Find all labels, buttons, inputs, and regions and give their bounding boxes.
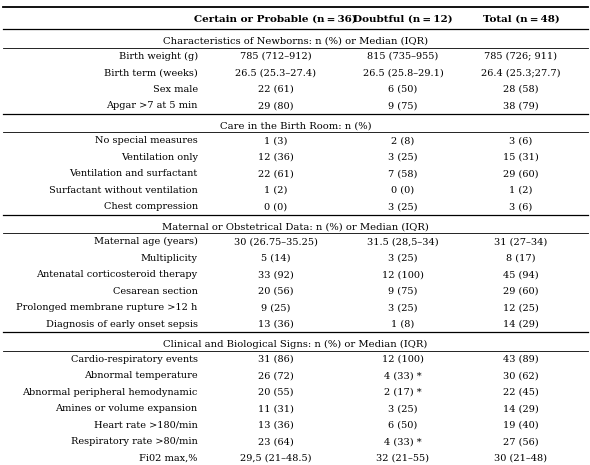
- Text: 30 (21–48): 30 (21–48): [494, 454, 548, 463]
- Text: 6 (50): 6 (50): [388, 421, 418, 430]
- Text: 31.5 (28,5–34): 31.5 (28,5–34): [367, 237, 439, 246]
- Text: Certain or Probable (n = 36): Certain or Probable (n = 36): [194, 14, 357, 23]
- Text: 13 (36): 13 (36): [258, 320, 293, 329]
- Text: 3 (6): 3 (6): [509, 136, 533, 146]
- Text: 23 (64): 23 (64): [258, 437, 293, 446]
- Text: 4 (33) *: 4 (33) *: [384, 371, 422, 380]
- Text: Maternal or Obstetrical Data: n (%) or Median (IQR): Maternal or Obstetrical Data: n (%) or M…: [162, 222, 429, 232]
- Text: Surfactant without ventilation: Surfactant without ventilation: [49, 186, 198, 195]
- Text: 11 (31): 11 (31): [258, 404, 293, 413]
- Text: 30 (62): 30 (62): [503, 371, 539, 380]
- Text: Total (n = 48): Total (n = 48): [483, 14, 559, 23]
- Text: 31 (86): 31 (86): [258, 355, 293, 364]
- Text: 3 (6): 3 (6): [509, 202, 533, 212]
- Text: Prolonged membrane rupture >12 h: Prolonged membrane rupture >12 h: [17, 303, 198, 312]
- Text: Ventilation only: Ventilation only: [120, 153, 198, 162]
- Text: Antenatal corticosteroid therapy: Antenatal corticosteroid therapy: [37, 270, 198, 279]
- Text: 32 (21–55): 32 (21–55): [376, 454, 430, 463]
- Text: 26.4 (25.3;27.7): 26.4 (25.3;27.7): [481, 68, 560, 78]
- Text: 19 (40): 19 (40): [503, 421, 539, 430]
- Text: 13 (36): 13 (36): [258, 421, 293, 430]
- Text: 14 (29): 14 (29): [503, 404, 539, 413]
- Text: 9 (25): 9 (25): [261, 303, 290, 312]
- Text: Abnormal temperature: Abnormal temperature: [84, 371, 198, 380]
- Text: 4 (33) *: 4 (33) *: [384, 437, 422, 446]
- Text: Ventilation and surfactant: Ventilation and surfactant: [70, 169, 198, 179]
- Text: 20 (56): 20 (56): [258, 287, 293, 296]
- Text: 26.5 (25.8–29.1): 26.5 (25.8–29.1): [363, 68, 443, 78]
- Text: Clinical and Biological Signs: n (%) or Median (IQR): Clinical and Biological Signs: n (%) or …: [163, 340, 428, 349]
- Text: 785 (726; 911): 785 (726; 911): [484, 52, 558, 61]
- Text: Heart rate >180/min: Heart rate >180/min: [94, 421, 198, 430]
- Text: 1 (2): 1 (2): [264, 186, 287, 195]
- Text: 2 (17) *: 2 (17) *: [384, 388, 422, 397]
- Text: 29 (80): 29 (80): [258, 101, 293, 111]
- Text: Cardio-respiratory events: Cardio-respiratory events: [71, 355, 198, 364]
- Text: Multiplicity: Multiplicity: [140, 254, 198, 263]
- Text: Sex male: Sex male: [153, 85, 198, 94]
- Text: Maternal age (years): Maternal age (years): [94, 237, 198, 246]
- Text: 43 (89): 43 (89): [503, 355, 539, 364]
- Text: Chest compression: Chest compression: [103, 202, 198, 212]
- Text: 26 (72): 26 (72): [258, 371, 293, 380]
- Text: 785 (712–912): 785 (712–912): [240, 52, 312, 61]
- Text: 0 (0): 0 (0): [391, 186, 415, 195]
- Text: Cesarean section: Cesarean section: [113, 287, 198, 296]
- Text: 2 (8): 2 (8): [391, 136, 415, 146]
- Text: 12 (100): 12 (100): [382, 270, 424, 279]
- Text: Abnormal peripheral hemodynamic: Abnormal peripheral hemodynamic: [22, 388, 198, 397]
- Text: Respiratory rate >80/min: Respiratory rate >80/min: [71, 437, 198, 446]
- Text: 27 (56): 27 (56): [503, 437, 539, 446]
- Text: 3 (25): 3 (25): [388, 254, 418, 263]
- Text: 3 (25): 3 (25): [388, 202, 418, 212]
- Text: 1 (2): 1 (2): [509, 186, 533, 195]
- Text: 12 (36): 12 (36): [258, 153, 293, 162]
- Text: 20 (55): 20 (55): [258, 388, 293, 397]
- Text: 3 (25): 3 (25): [388, 303, 418, 312]
- Text: 815 (735–955): 815 (735–955): [368, 52, 438, 61]
- Text: 31 (27–34): 31 (27–34): [494, 237, 548, 246]
- Text: 0 (0): 0 (0): [264, 202, 287, 212]
- Text: 9 (75): 9 (75): [388, 101, 418, 111]
- Text: 1 (3): 1 (3): [264, 136, 287, 146]
- Text: Apgar >7 at 5 min: Apgar >7 at 5 min: [106, 101, 198, 111]
- Text: 8 (17): 8 (17): [506, 254, 536, 263]
- Text: 29 (60): 29 (60): [503, 169, 539, 179]
- Text: 30 (26.75–35.25): 30 (26.75–35.25): [234, 237, 317, 246]
- Text: 22 (61): 22 (61): [258, 169, 293, 179]
- Text: 6 (50): 6 (50): [388, 85, 418, 94]
- Text: 3 (25): 3 (25): [388, 404, 418, 413]
- Text: Birth term (weeks): Birth term (weeks): [104, 68, 198, 78]
- Text: No special measures: No special measures: [95, 136, 198, 146]
- Text: 3 (25): 3 (25): [388, 153, 418, 162]
- Text: 14 (29): 14 (29): [503, 320, 539, 329]
- Text: 29,5 (21–48.5): 29,5 (21–48.5): [240, 454, 312, 463]
- Text: 5 (14): 5 (14): [261, 254, 290, 263]
- Text: Fi02 max,%: Fi02 max,%: [139, 454, 198, 463]
- Text: 26.5 (25.3–27.4): 26.5 (25.3–27.4): [235, 68, 316, 78]
- Text: 28 (58): 28 (58): [503, 85, 539, 94]
- Text: Diagnosis of early onset sepsis: Diagnosis of early onset sepsis: [45, 320, 198, 329]
- Text: 22 (61): 22 (61): [258, 85, 293, 94]
- Text: 33 (92): 33 (92): [258, 270, 293, 279]
- Text: 1 (8): 1 (8): [391, 320, 415, 329]
- Text: Care in the Birth Room: n (%): Care in the Birth Room: n (%): [220, 121, 371, 130]
- Text: Doubtful (n = 12): Doubtful (n = 12): [353, 14, 453, 23]
- Text: 15 (31): 15 (31): [503, 153, 539, 162]
- Text: 12 (25): 12 (25): [503, 303, 539, 312]
- Text: 12 (100): 12 (100): [382, 355, 424, 364]
- Text: 38 (79): 38 (79): [503, 101, 539, 111]
- Text: 7 (58): 7 (58): [388, 169, 418, 179]
- Text: Birth weight (g): Birth weight (g): [119, 52, 198, 61]
- Text: 29 (60): 29 (60): [503, 287, 539, 296]
- Text: 9 (75): 9 (75): [388, 287, 418, 296]
- Text: 45 (94): 45 (94): [503, 270, 539, 279]
- Text: Characteristics of Newborns: n (%) or Median (IQR): Characteristics of Newborns: n (%) or Me…: [163, 37, 428, 46]
- Text: 22 (45): 22 (45): [503, 388, 539, 397]
- Text: Amines or volume expansion: Amines or volume expansion: [55, 404, 198, 413]
